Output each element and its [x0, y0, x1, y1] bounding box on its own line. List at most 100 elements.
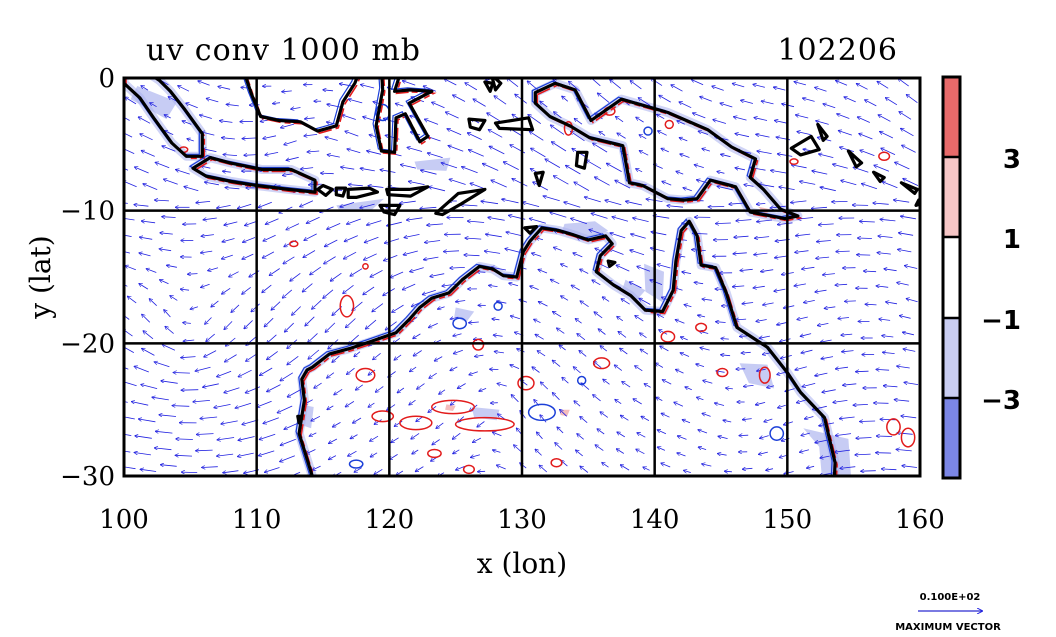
wind-vector [818, 323, 829, 325]
wind-vector [124, 148, 135, 154]
wind-vector [186, 103, 198, 109]
wind-vector [697, 397, 704, 399]
wind-vector [504, 162, 519, 170]
wind-vector [364, 253, 377, 260]
wind-vector [740, 269, 753, 270]
wind-vector [201, 251, 213, 253]
wind-vector [859, 134, 873, 140]
wind-vector [878, 115, 891, 122]
wind-vector [135, 167, 149, 174]
wind-vector [571, 218, 588, 225]
wind-vector [676, 171, 684, 175]
wind-vector [283, 256, 295, 264]
wind-vector [124, 450, 131, 453]
wind-vector [397, 387, 405, 393]
y-axis: 0 −10 −20 −30 [60, 64, 115, 492]
wind-vector [142, 349, 155, 356]
wind-vector [257, 400, 272, 407]
wind-vector [815, 372, 828, 376]
wind-vector [797, 132, 811, 135]
wind-vector [577, 434, 584, 440]
shaded-convergence-patch [471, 407, 500, 421]
wind-vector [552, 142, 567, 152]
wind-vector [124, 132, 133, 138]
wind-vector [138, 117, 151, 124]
wind-vector [784, 471, 794, 475]
wind-vector [263, 234, 276, 241]
wind-vector [394, 420, 403, 426]
wind-vector [238, 369, 252, 377]
wind-vector [360, 203, 375, 208]
contour-loop [695, 322, 708, 333]
wind-vector [202, 132, 215, 136]
wind-vector [380, 170, 396, 173]
wind-vector [494, 96, 507, 105]
x-tick-label: 150 [763, 505, 813, 535]
contour-loop [472, 338, 485, 351]
wind-vector [534, 319, 541, 324]
contour-loop [527, 403, 556, 422]
wind-vector [456, 301, 466, 302]
wind-vector [842, 351, 854, 352]
wind-vector [428, 153, 443, 158]
wind-vector [401, 165, 416, 169]
wind-vector [267, 384, 281, 392]
wind-vector [512, 179, 528, 187]
wind-vector [325, 137, 338, 141]
coastline-layer [124, 78, 920, 476]
wind-vector [571, 132, 585, 142]
wind-vector [615, 400, 622, 405]
wind-vector [464, 255, 480, 256]
shaded-convergence-patch [130, 86, 178, 120]
colorbar-segment [943, 237, 960, 318]
wind-vector [600, 412, 609, 418]
contour-loop [399, 415, 433, 431]
coastline [789, 134, 821, 157]
wind-vector [354, 467, 362, 473]
wind-vector [267, 351, 278, 359]
wind-vector [374, 469, 383, 474]
wind-vector [607, 163, 622, 172]
wind-vector [836, 81, 848, 86]
wind-vector [489, 146, 505, 155]
wind-vector [211, 300, 219, 307]
wind-vector [223, 171, 231, 172]
wind-vector [263, 251, 275, 258]
wind-vector [900, 316, 911, 319]
wind-vector [677, 121, 685, 125]
wind-vector [538, 270, 548, 274]
wind-vector [350, 434, 358, 439]
contour-loop [517, 375, 535, 391]
wind-vector [425, 119, 439, 125]
wind-vector [361, 85, 375, 89]
wind-vector [262, 284, 272, 292]
wind-vector [741, 100, 754, 104]
wind-vector [553, 312, 562, 318]
wind-vector [700, 97, 712, 102]
wind-vector [348, 99, 363, 104]
wind-vector [188, 274, 198, 275]
wind-vector [182, 472, 198, 473]
wind-vector [884, 386, 898, 387]
wind-vector [833, 164, 848, 169]
wind-vector [409, 399, 416, 405]
wind-vector [902, 466, 918, 468]
wind-vector [284, 140, 297, 145]
wind-vector [152, 397, 169, 401]
wind-vector [821, 356, 834, 359]
wind-vector [134, 453, 151, 456]
wind-vector [124, 416, 135, 420]
wind-vector [651, 248, 665, 252]
wind-vector [203, 383, 219, 387]
wind-vector [812, 207, 828, 208]
wind-vector [160, 233, 173, 234]
wind-vector [385, 321, 397, 330]
wind-vector [429, 372, 437, 378]
wind-vector [238, 436, 255, 441]
wind-vector [162, 146, 176, 152]
wind-vector [281, 123, 295, 128]
wind-vector [535, 449, 542, 456]
wind-vector [181, 390, 199, 391]
wind-vector [453, 334, 462, 336]
wind-vector [244, 320, 253, 328]
